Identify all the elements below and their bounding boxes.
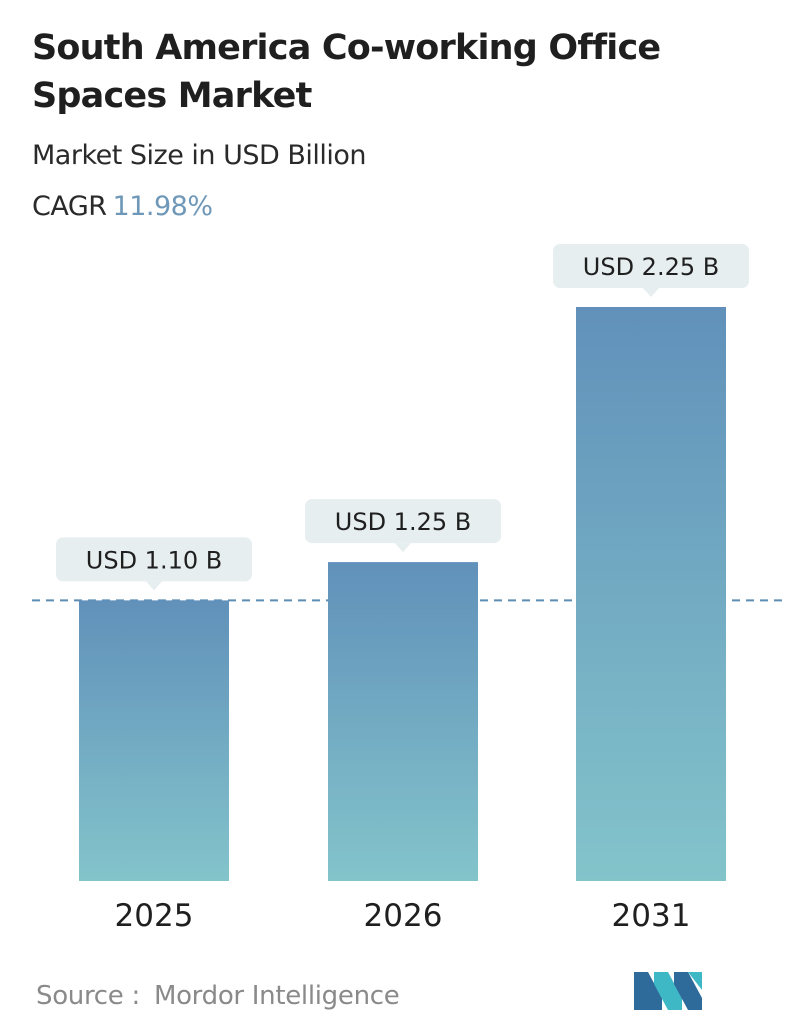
x-tick-label-2031: 2031 bbox=[612, 898, 691, 934]
data-label-pointer bbox=[643, 288, 659, 297]
chart-title: South America Co-working Office Spaces M… bbox=[32, 28, 661, 116]
data-label-2025: USD 1.10 B bbox=[56, 537, 252, 591]
source-label: Source : bbox=[36, 981, 140, 1011]
source-note: Source : Mordor Intelligence bbox=[36, 978, 400, 1014]
data-label-pointer bbox=[146, 581, 162, 591]
data-label-box bbox=[305, 499, 501, 544]
mordor-intelligence-logo-icon bbox=[634, 972, 702, 1010]
data-label-2031: USD 2.25 B bbox=[553, 244, 749, 297]
source-name: Mordor Intelligence bbox=[153, 981, 400, 1011]
data-label-text: USD 2.25 B bbox=[583, 253, 719, 281]
data-label-box bbox=[56, 537, 252, 582]
data-label-pointer bbox=[395, 543, 411, 553]
bar-2025 bbox=[79, 600, 229, 881]
data-label-box bbox=[553, 244, 749, 288]
cagr-line: CAGR 11.98% bbox=[32, 189, 213, 225]
cagr-label: CAGR bbox=[32, 191, 107, 222]
data-label-text: USD 1.10 B bbox=[86, 546, 222, 574]
data-label-2026: USD 1.25 B bbox=[305, 499, 501, 553]
bar-2031 bbox=[576, 307, 726, 881]
data-label-text: USD 1.25 B bbox=[335, 508, 471, 536]
bar-2026 bbox=[328, 562, 478, 881]
x-tick-label-2025: 2025 bbox=[115, 898, 194, 934]
x-tick-label-2026: 2026 bbox=[364, 898, 443, 934]
chart-subtitle: Market Size in USD Billion bbox=[32, 140, 367, 171]
cagr-value: 11.98% bbox=[112, 191, 213, 222]
